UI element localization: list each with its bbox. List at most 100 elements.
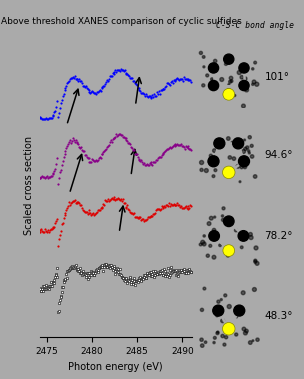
Point [159,152,164,158]
Point [143,162,148,168]
Point [111,71,116,77]
Point [47,286,52,292]
Point [130,277,134,283]
Point [130,210,134,216]
Point [113,196,118,202]
Point [63,85,68,91]
Point [247,150,252,156]
Point [227,154,232,160]
Point [107,139,112,145]
Point [135,278,140,284]
Point [79,270,84,276]
Point [243,75,247,81]
Point [82,271,87,277]
Point [109,195,114,201]
Point [131,210,136,216]
Point [50,113,55,119]
Point [125,71,130,77]
Point [162,268,167,274]
Point [76,141,81,147]
Point [124,137,129,143]
Point [159,268,164,274]
Point [215,329,220,335]
Point [142,271,147,277]
Point [171,268,176,274]
Point [57,110,61,116]
Point [125,277,130,283]
Point [138,88,143,94]
Point [37,114,42,120]
Point [118,68,123,74]
Point [121,275,126,281]
Point [106,76,111,82]
Point [171,142,176,148]
Point [173,202,178,208]
Point [126,72,131,78]
Point [187,205,192,211]
Point [186,76,191,82]
Point [68,265,73,271]
Point [41,283,46,290]
Point [170,80,175,86]
Point [212,335,217,341]
Point [188,202,193,208]
Point [73,263,78,269]
Point [105,78,110,84]
Point [237,230,242,236]
Point [95,89,99,95]
Point [243,330,248,336]
Point [177,142,181,148]
Point [143,162,147,168]
Point [164,269,169,276]
Point [51,280,56,286]
Point [77,76,82,82]
Text: Above threshold XANES comparison of cyclic sulfides: Above threshold XANES comparison of cycl… [1,17,242,26]
Point [80,205,85,211]
Point [65,205,70,211]
Point [183,76,188,82]
Point [239,244,244,250]
Point [40,286,44,292]
Point [128,279,133,285]
Point [130,145,134,151]
Point [110,264,115,270]
Point [231,156,236,162]
Point [73,76,78,82]
Point [40,116,45,122]
Point [59,221,64,227]
Point [162,266,167,272]
Point [69,265,74,271]
Point [170,202,175,208]
Point [81,207,85,213]
Point [161,150,166,156]
Point [200,343,205,349]
Point [97,87,102,93]
Point [169,264,174,270]
Point [105,262,110,268]
Point [180,269,185,275]
Point [100,84,105,90]
Point [152,210,157,216]
Point [87,270,92,276]
Circle shape [234,305,245,316]
Point [108,196,113,202]
Point [126,278,131,284]
Point [51,280,56,286]
Point [153,210,157,216]
Point [209,76,214,82]
Point [119,66,123,72]
Point [234,314,239,320]
Point [110,136,115,142]
Circle shape [239,156,250,167]
Point [104,79,109,85]
Point [250,153,254,160]
Point [199,50,203,56]
Point [182,75,187,81]
Point [70,199,74,205]
Point [125,138,130,144]
Point [129,210,133,216]
Point [142,218,147,224]
Point [122,277,126,283]
Point [158,154,163,160]
Point [200,239,205,245]
